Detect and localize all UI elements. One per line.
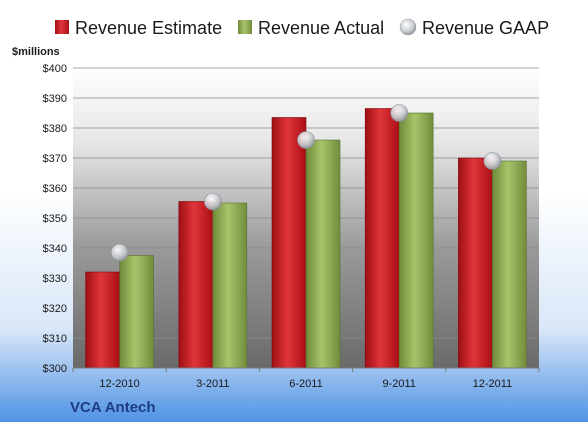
y-tick-label: $310 <box>43 333 67 345</box>
y-axis-ticks: $300 $310 $320 $330 $340 $350 $360 $370 $380 $390… <box>43 63 67 375</box>
y-axis-unit-label: $millions <box>12 46 60 58</box>
y-tick-label: $340 <box>43 243 67 255</box>
bar-actual <box>492 160 527 369</box>
bar-estimate <box>271 117 307 369</box>
x-tick-label: 9-2011 <box>382 378 415 390</box>
bar-actual <box>398 112 434 369</box>
legend-swatch-actual <box>238 20 252 34</box>
bar-estimate <box>178 201 214 369</box>
gaap-marker <box>483 152 502 170</box>
x-tick-label: 3-2011 <box>196 378 229 390</box>
legend-label-estimate: Revenue Estimate <box>75 18 222 38</box>
legend: Revenue Estimate Revenue Actual Revenue … <box>55 18 549 38</box>
y-tick-label: $320 <box>43 303 67 315</box>
x-axis-ticks: 12-2010 3-2011 6-2011 9-2011 12-2011 <box>72 368 540 390</box>
y-tick-label: $400 <box>43 63 67 75</box>
legend-swatch-estimate <box>55 20 69 34</box>
legend-label-gaap: Revenue GAAP <box>422 18 549 38</box>
gaap-marker <box>204 192 222 211</box>
bars <box>85 108 527 369</box>
y-tick-label: $370 <box>43 153 67 165</box>
gaap-markers <box>110 104 502 262</box>
legend-item-actual: Revenue Actual <box>238 18 384 38</box>
bar-actual <box>119 255 154 369</box>
y-tick-label: $330 <box>43 273 67 285</box>
x-tick-label: 12-2011 <box>473 378 513 390</box>
bar-actual <box>212 202 248 369</box>
gaap-marker <box>390 104 409 122</box>
bar-estimate <box>85 271 120 369</box>
gaap-marker <box>110 243 129 262</box>
legend-item-estimate: Revenue Estimate <box>55 18 222 38</box>
bar-estimate <box>458 157 493 369</box>
x-tick-label: 12-2010 <box>99 378 139 390</box>
y-tick-label: $360 <box>43 183 67 195</box>
legend-item-gaap: Revenue GAAP <box>399 18 549 38</box>
y-tick-label: $350 <box>43 213 67 225</box>
bar-actual <box>305 139 341 369</box>
company-name: VCA Antech <box>70 399 156 416</box>
gaap-marker <box>297 131 315 149</box>
legend-label-actual: Revenue Actual <box>258 18 384 38</box>
y-tick-label: $380 <box>43 123 67 135</box>
legend-swatch-gaap <box>399 18 417 36</box>
bar-estimate <box>364 108 400 369</box>
y-tick-label: $300 <box>43 363 67 375</box>
y-tick-label: $390 <box>43 93 67 105</box>
x-tick-label: 6-2011 <box>289 378 322 390</box>
